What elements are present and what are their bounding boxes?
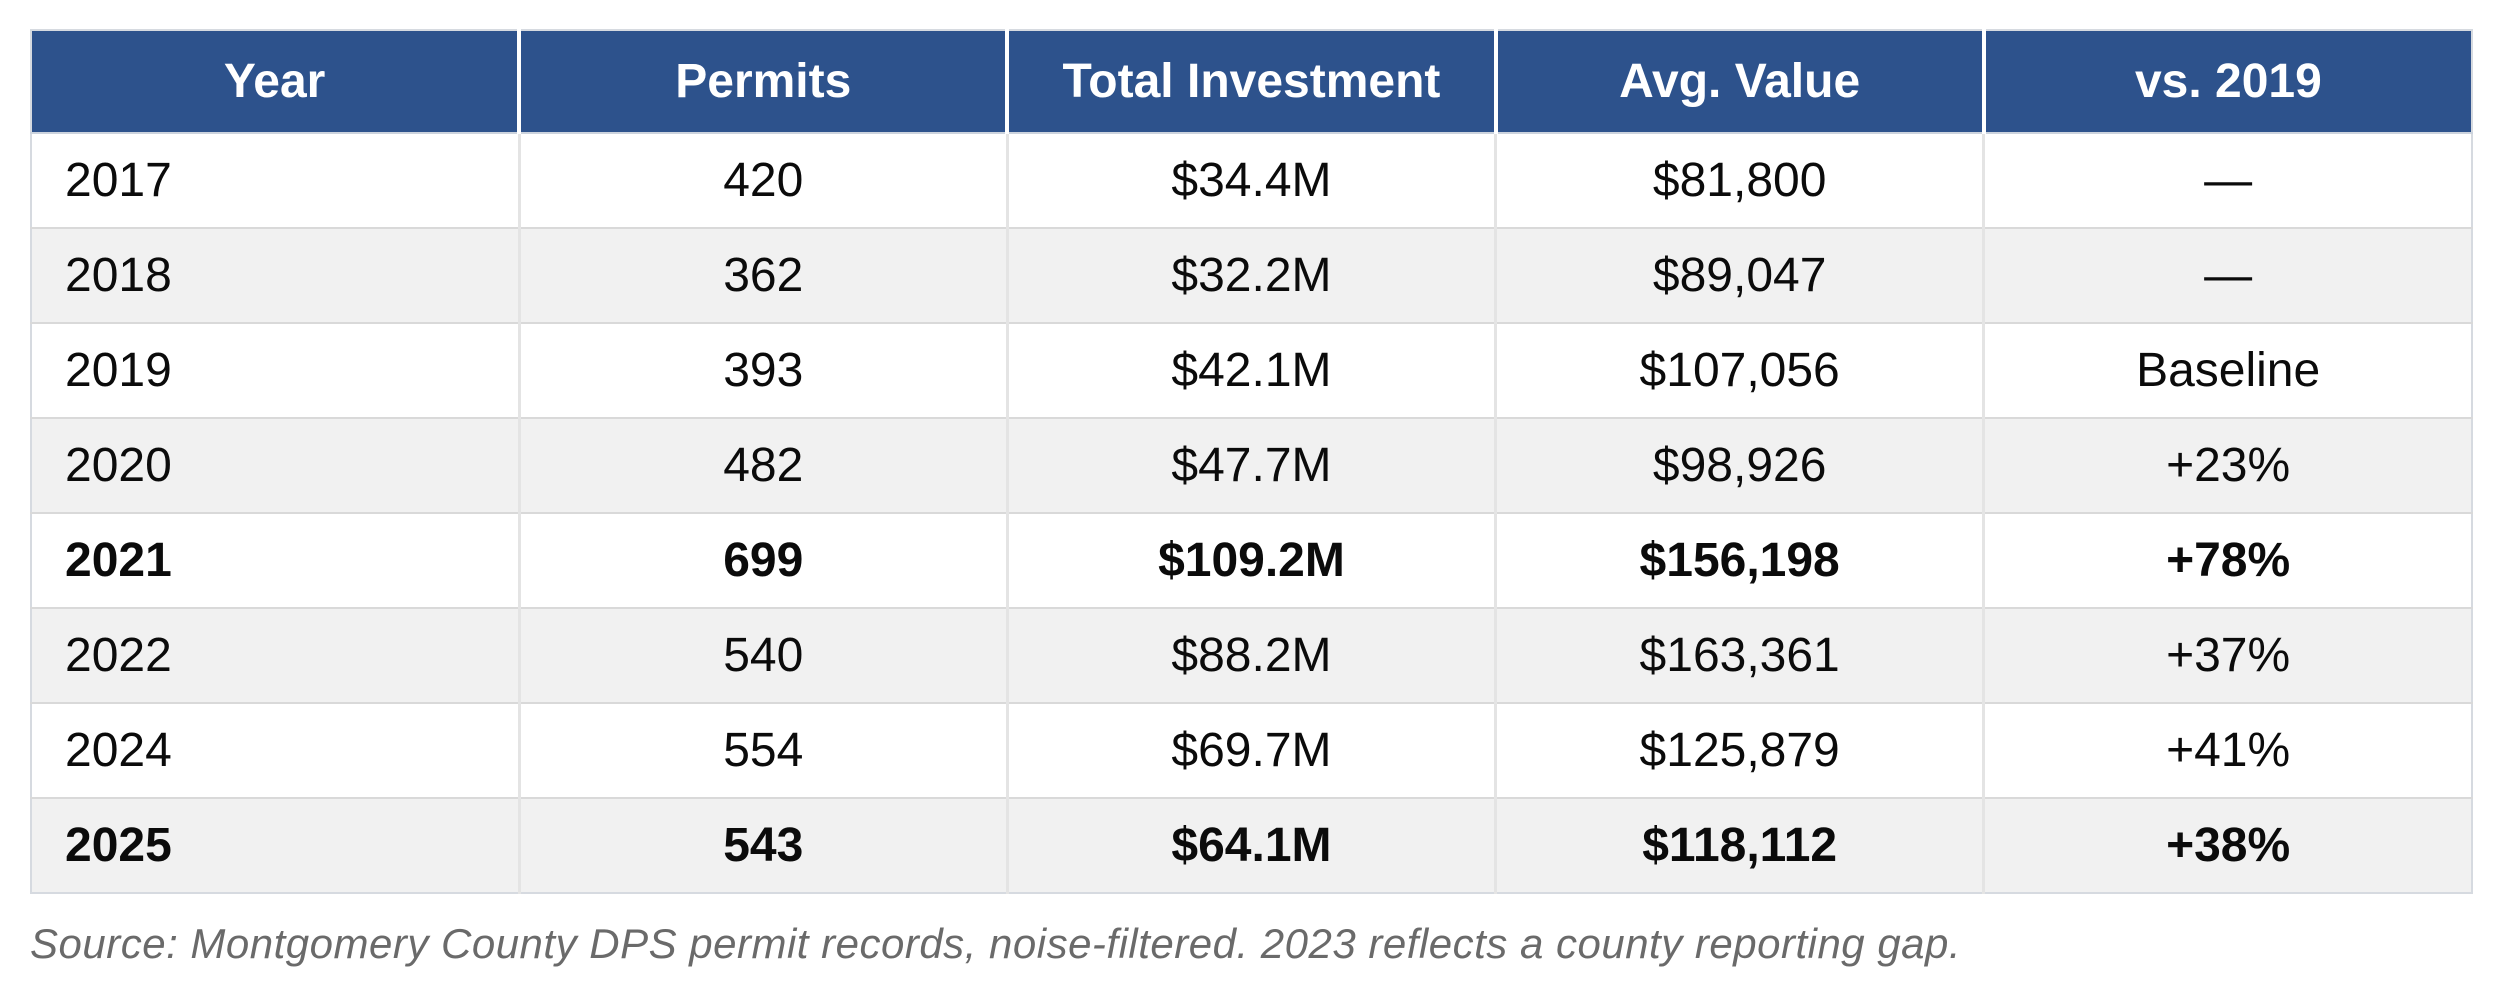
year-cell: 2017: [31, 133, 521, 228]
table-row-2019: 2019 393 $42.1M $107,056 Baseline: [31, 322, 2472, 418]
table-cell-avg-value: $156,198: [1495, 512, 1986, 608]
table-cell-permits: 362: [519, 227, 1009, 323]
table-cell-permits: 393: [519, 322, 1009, 418]
table-cell-vs-2019: +41%: [1983, 702, 2472, 798]
table-row-2020: 2020 482 $47.7M $98,926 +23%: [31, 417, 2472, 513]
table-cell-total-investment: $88.2M: [1007, 607, 1498, 703]
table-row-2017: 2017 420 $34.4M $81,800—: [31, 133, 2472, 228]
table-row-2025: 2025 543 $64.1M $118,112 +38%: [31, 797, 2472, 893]
year-cell: 2019: [31, 322, 521, 418]
table-cell-avg-value: $125,879: [1495, 702, 1986, 798]
table-header: Year Permits Total Investment Avg. Value vs.…: [31, 30, 2472, 134]
column-header-vs-2019: vs. 2019: [1983, 30, 2472, 134]
table-cell-permits: 554: [519, 702, 1009, 798]
table-cell-permits: 699: [519, 512, 1009, 608]
table-cell-total-investment: $64.1M: [1007, 797, 1498, 893]
table-row-2024: 2024 554 $69.7M $125,879 +41%: [31, 702, 2472, 798]
table-header-row: Year Permits Total Investment Avg. Value vs.…: [31, 30, 2472, 134]
year-cell: 2024: [31, 702, 521, 798]
table-cell-total-investment: $109.2M: [1007, 512, 1498, 608]
table-cell-total-investment: $69.7M: [1007, 702, 1498, 798]
permits-by-year-table: Year Permits Total Investment Avg. Value vs.…: [30, 29, 2473, 894]
table-row-2022: 2022 540 $88.2M $163,361 +37%: [31, 607, 2472, 703]
table-row-2018: 2018 362 $32.2M $89,047—: [31, 227, 2472, 323]
permit-table-panel: Year Permits Total Investment Avg. Value vs.…: [30, 29, 2473, 968]
table-cell-total-investment: $42.1M: [1007, 322, 1498, 418]
table-cell-permits: 482: [519, 417, 1009, 513]
table-cell-permits: 420: [519, 133, 1009, 228]
column-header-year: Year: [31, 30, 522, 134]
table-row-2021: 2021 699 $109.2M $156,198 +78%: [31, 512, 2472, 608]
table-cell-total-investment: $47.7M: [1007, 417, 1498, 513]
table-cell-total-investment: $32.2M: [1007, 227, 1498, 323]
table-cell-vs-2019: +38%: [1983, 797, 2472, 893]
column-header-avg-value: Avg. Value: [1495, 30, 1986, 134]
table-cell-avg-value: $163,361: [1495, 607, 1986, 703]
table-cell-avg-value: $81,800: [1495, 133, 1986, 228]
table-cell-vs-2019: —: [1983, 227, 2472, 323]
table-cell-avg-value: $89,047: [1495, 227, 1986, 323]
year-cell: 2025: [31, 797, 521, 893]
table-cell-avg-value: $107,056: [1495, 322, 1986, 418]
table-cell-permits: 543: [519, 797, 1009, 893]
table-cell-avg-value: $118,112: [1495, 797, 1986, 893]
table-cell-vs-2019: —: [1983, 133, 2472, 228]
table-body: 2017 420 $34.4M $81,800—2018 362 $32.2M $89,04…: [31, 133, 2472, 893]
year-cell: 2020: [31, 417, 521, 513]
table-cell-permits: 540: [519, 607, 1009, 703]
table-cell-vs-2019: +23%: [1983, 417, 2472, 513]
table-cell-avg-value: $98,926: [1495, 417, 1986, 513]
table-cell-vs-2019: Baseline: [1983, 322, 2472, 418]
year-cell: 2021: [31, 512, 521, 608]
year-cell: 2018: [31, 227, 521, 323]
table-cell-vs-2019: +37%: [1983, 607, 2472, 703]
table-cell-total-investment: $34.4M: [1007, 133, 1498, 228]
source-note: Source: Montgomery County DPS permit rec…: [30, 920, 1962, 967]
table-cell-vs-2019: +78%: [1983, 512, 2472, 608]
column-header-total-investment: Total Investment: [1007, 30, 1498, 134]
year-cell: 2022: [31, 607, 521, 703]
column-header-permits: Permits: [519, 30, 1010, 134]
